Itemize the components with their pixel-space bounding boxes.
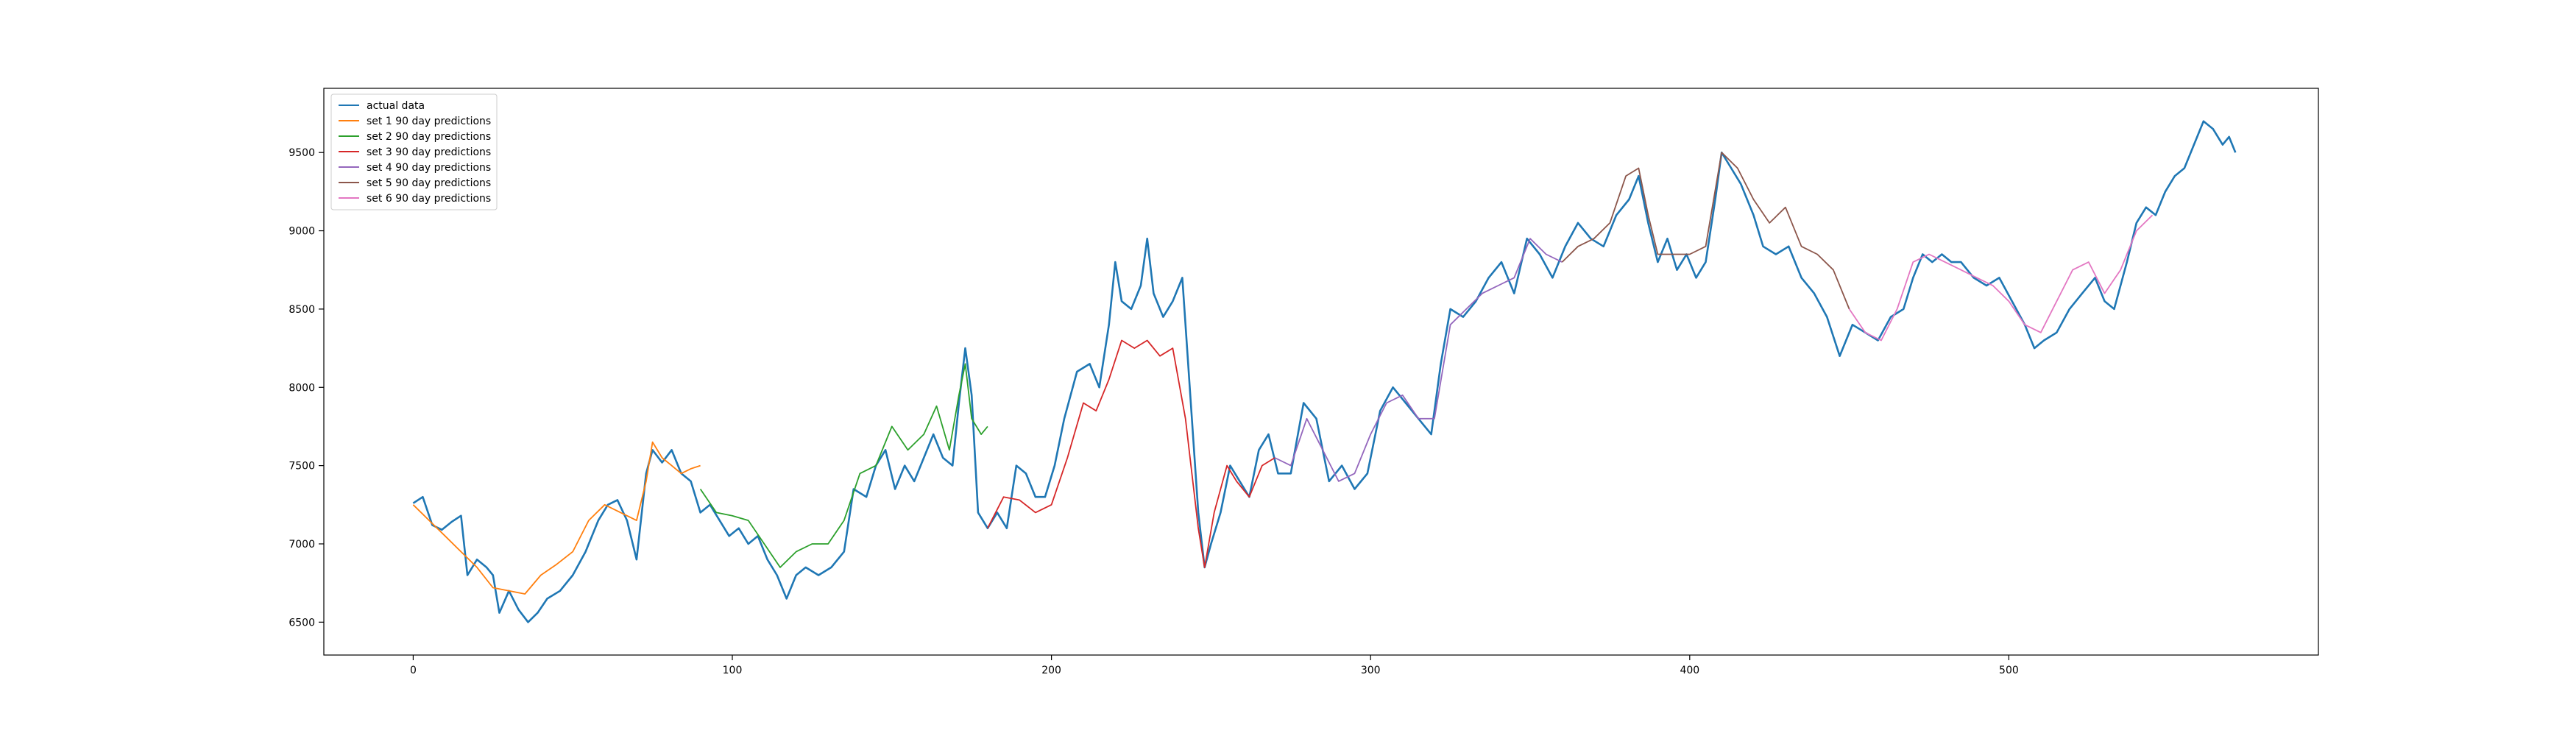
x-tick-label: 200 bbox=[1041, 665, 1061, 676]
legend-label: set 6 90 day predictions bbox=[367, 193, 491, 205]
legend-label: actual data bbox=[367, 100, 425, 112]
series-line-7 bbox=[1848, 214, 2154, 342]
y-tick-label: 6500 bbox=[289, 617, 315, 629]
y-tick-label: 9000 bbox=[289, 226, 315, 238]
y-tick-label: 9500 bbox=[289, 147, 315, 159]
series-line-2 bbox=[412, 441, 701, 595]
y-tick-label: 8000 bbox=[289, 382, 315, 394]
series-line-3 bbox=[699, 363, 988, 568]
series-line-5 bbox=[1274, 238, 1563, 482]
legend-box bbox=[330, 93, 498, 210]
y-tick-label: 7000 bbox=[289, 539, 315, 551]
series-line-4 bbox=[987, 339, 1275, 568]
x-tick-label: 300 bbox=[1361, 665, 1381, 676]
y-tick-label: 7500 bbox=[289, 461, 315, 473]
y-axis: 6500 7000 7500 8000 8500 9000 9500 bbox=[289, 147, 324, 629]
legend: actual data set 1 90 day predictions set 2… bbox=[330, 93, 498, 210]
legend-label: set 2 90 day predictions bbox=[367, 131, 491, 143]
series-line-1 bbox=[412, 120, 2237, 623]
legend-label: set 3 90 day predictions bbox=[367, 146, 491, 158]
x-tick-label: 0 bbox=[410, 665, 417, 676]
x-tick-label: 500 bbox=[1999, 665, 2019, 676]
y-tick-label: 8500 bbox=[289, 304, 315, 316]
legend-label: set 5 90 day predictions bbox=[367, 177, 491, 189]
series-lines bbox=[412, 120, 2237, 623]
plot-frame bbox=[323, 88, 2319, 656]
series-line-6 bbox=[1561, 152, 1850, 310]
x-tick-label: 400 bbox=[1680, 665, 1699, 676]
x-axis: 0 100 200 300 400 500 bbox=[410, 655, 2019, 676]
legend-label: set 4 90 day predictions bbox=[367, 162, 491, 174]
legend-label: set 1 90 day predictions bbox=[367, 116, 491, 127]
x-tick-label: 100 bbox=[723, 665, 743, 676]
